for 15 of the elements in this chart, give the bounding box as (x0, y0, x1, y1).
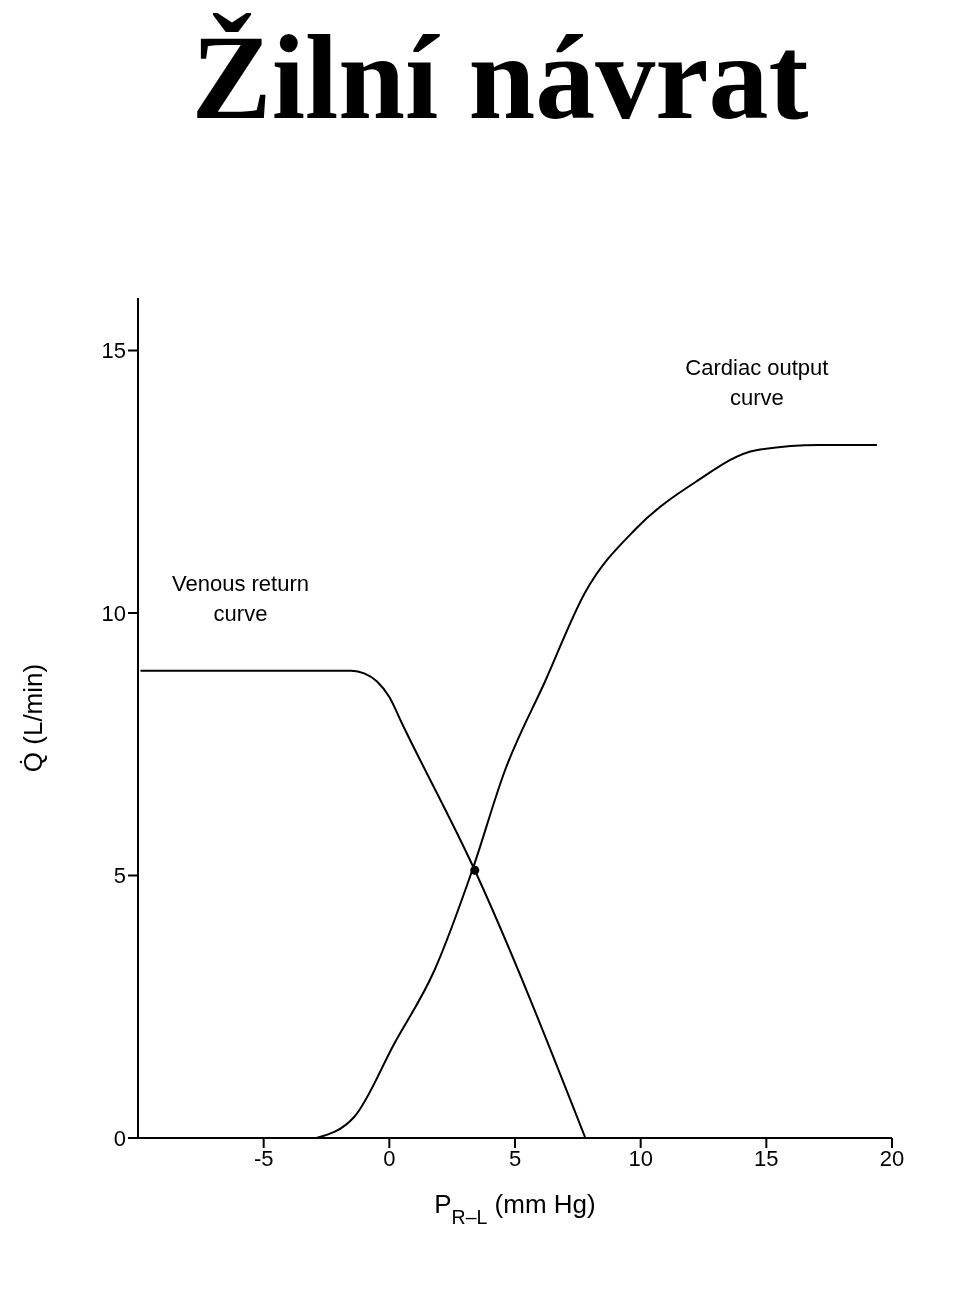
x-tick-label: -5 (253, 1145, 274, 1171)
x-tick-label: 15 (754, 1145, 779, 1171)
x-tick-label: 10 (628, 1145, 653, 1171)
x-tick-label: 5 (508, 1145, 522, 1171)
y-tick-label: 15 (101, 338, 126, 364)
y-tick-label: 5 (113, 863, 126, 889)
chart-title: Žilní návrat (190, 10, 810, 146)
y-tick-label: 10 (101, 600, 126, 626)
y-tick-label: 0 (113, 1125, 126, 1151)
x-tick-label: 20 (879, 1145, 905, 1171)
x-axis-title: P$_{R–L}$ (mm Hg) (434, 1189, 596, 1228)
text: Venous return curve (172, 570, 310, 626)
series-label: Cardiac output curve (685, 355, 829, 410)
x-tick-label: 0 (383, 1145, 396, 1171)
y-axis-title: Q̇ (L/min) (18, 663, 49, 773)
